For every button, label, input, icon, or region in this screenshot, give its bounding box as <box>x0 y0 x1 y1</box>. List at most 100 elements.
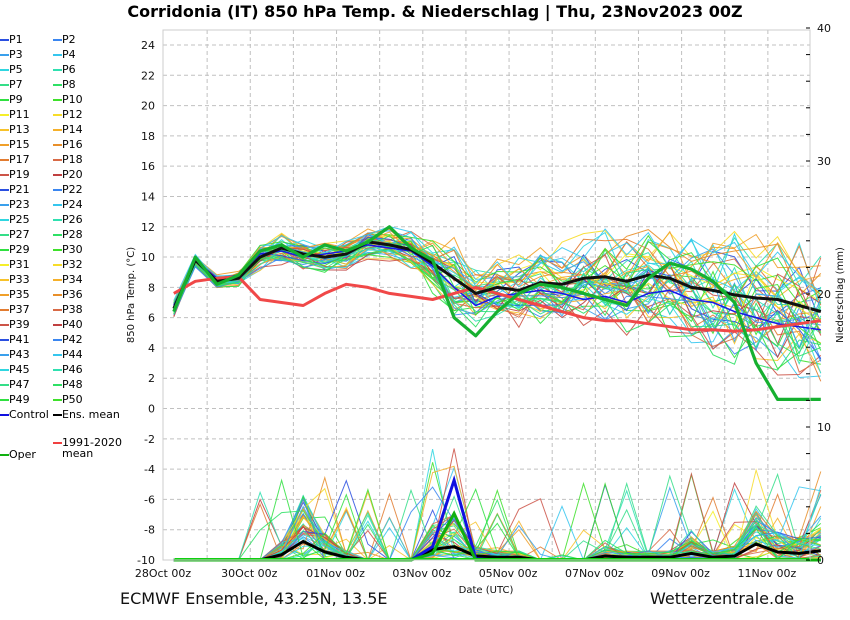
legend-item-p34: P34 <box>53 273 83 287</box>
y2-tick-label: 0 <box>817 554 824 567</box>
y2-tick-label: 30 <box>817 155 831 168</box>
legend-swatch <box>53 69 62 71</box>
legend-swatch <box>0 354 9 356</box>
legend-item-p17: P17 <box>0 153 30 167</box>
legend-item-p4: P4 <box>53 48 76 62</box>
series-1991-2020-mean <box>173 275 822 333</box>
legend-swatch <box>0 204 9 206</box>
legend-label: P30 <box>62 243 83 256</box>
plot-frame <box>162 29 811 561</box>
member-line-p48 <box>173 248 821 365</box>
legend-swatch <box>0 159 9 161</box>
legend-swatch <box>53 414 62 416</box>
member-precip-p5 <box>173 448 822 561</box>
y-tick-label: 20 <box>141 100 155 113</box>
x-tick-label: 05Nov 00z <box>479 567 538 580</box>
legend-label: P22 <box>62 183 83 196</box>
series-control <box>173 244 821 331</box>
legend-label: P14 <box>62 123 83 136</box>
legend-label: P44 <box>62 348 83 361</box>
legend-label: P20 <box>62 168 83 181</box>
legend-label: P42 <box>62 333 83 346</box>
legend-label: Control <box>9 408 49 421</box>
y-tick-label: 6 <box>148 312 155 325</box>
y-tick-label: 24 <box>141 39 155 52</box>
legend-swatch <box>53 399 62 401</box>
legend-swatch <box>53 309 62 311</box>
legend-item-ens-mean: Ens. mean <box>53 408 120 422</box>
legend-label: P43 <box>9 348 30 361</box>
legend-swatch <box>53 39 62 41</box>
legend-swatch <box>0 414 9 416</box>
legend-item-p22: P22 <box>53 183 83 197</box>
legend-swatch <box>53 204 62 206</box>
legend-item-p29: P29 <box>0 243 30 257</box>
legend-item-p36: P36 <box>53 288 83 302</box>
legend-label: P18 <box>62 153 83 166</box>
legend-label: P19 <box>9 168 30 181</box>
member-precip-p19 <box>173 448 822 561</box>
legend-item-p3: P3 <box>0 48 23 62</box>
legend-swatch <box>53 324 62 326</box>
legend-item-p45: P45 <box>0 363 30 377</box>
legend-label: P6 <box>62 63 76 76</box>
legend-swatch <box>0 369 9 371</box>
member-line-p41 <box>173 236 822 359</box>
legend-swatch <box>0 219 9 221</box>
legend-item-p41: P41 <box>0 333 30 347</box>
legend-item-p7: P7 <box>0 78 23 92</box>
x-tick-label: 07Nov 00z <box>565 567 624 580</box>
legend-item-p11: P11 <box>0 108 30 122</box>
legend-label: P29 <box>9 243 30 256</box>
legend-label: P11 <box>9 108 30 121</box>
legend-label: P31 <box>9 258 30 271</box>
legend-item-p24: P24 <box>53 198 83 212</box>
y2-tick-label: 40 <box>817 22 831 35</box>
legend-swatch <box>53 54 62 56</box>
member-precip-p44 <box>173 532 821 561</box>
y-tick-label: 22 <box>141 69 155 82</box>
y-axis-label: 850 hPa Temp. (°C) <box>126 247 137 343</box>
member-precip-p49 <box>173 478 821 561</box>
legend-label: P1 <box>9 33 23 46</box>
y2-axis-label: Niederschlag (mm) <box>835 247 846 343</box>
legend-swatch <box>0 264 9 266</box>
y-tick-label: 8 <box>148 281 155 294</box>
series-oper <box>172 225 821 401</box>
member-precip-p36 <box>173 471 822 561</box>
legend-item-p32: P32 <box>53 258 83 272</box>
legend-swatch <box>53 249 62 251</box>
legend-label: P40 <box>62 318 83 331</box>
legend-label: P38 <box>62 303 83 316</box>
y-tick-label: 0 <box>148 403 155 416</box>
site-label: Wetterzentrale.de <box>650 589 795 608</box>
legend-label: P47 <box>9 378 30 391</box>
y2-tick-label: 20 <box>817 288 831 301</box>
main-lines <box>172 225 822 401</box>
chart-title: Corridonia (IT) 850 hPa Temp. & Niedersc… <box>127 2 743 21</box>
x-tick-label: 09Nov 00z <box>651 567 710 580</box>
legend-item-p49: P49 <box>0 393 30 407</box>
legend-item-p2: P2 <box>53 33 76 47</box>
y-tick-label: -8 <box>144 524 155 537</box>
legend-item-p44: P44 <box>53 348 83 362</box>
legend-item-p50: P50 <box>53 393 83 407</box>
legend-item-p37: P37 <box>0 303 30 317</box>
legend-label: P26 <box>62 213 83 226</box>
legend-swatch <box>53 339 62 341</box>
legend-item-p19: P19 <box>0 168 30 182</box>
legend-label: P37 <box>9 303 30 316</box>
legend-item-p13: P13 <box>0 123 30 137</box>
member-line-p30 <box>173 233 822 310</box>
x-tick-label: 11Nov 00z <box>737 567 796 580</box>
y-tick-label: 12 <box>141 221 155 234</box>
legend-label: P28 <box>62 228 83 241</box>
legend-swatch <box>53 264 62 266</box>
legend-label: P3 <box>9 48 23 61</box>
legend-label: P41 <box>9 333 30 346</box>
y-tick-label: -10 <box>137 554 155 567</box>
legend-item-p31: P31 <box>0 258 30 272</box>
legend-label: P5 <box>9 63 23 76</box>
legend-item-p23: P23 <box>0 198 30 212</box>
y-tick-label: 16 <box>141 160 155 173</box>
